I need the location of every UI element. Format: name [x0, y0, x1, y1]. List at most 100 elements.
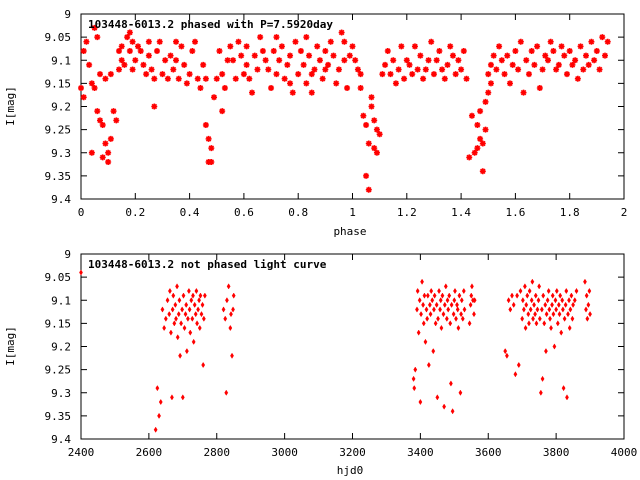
data-point: [447, 43, 454, 50]
data-point: [463, 75, 470, 82]
data-point: [544, 311, 549, 318]
y-tick-label: 9.4: [51, 193, 71, 206]
y-tick-label: 9.35: [45, 170, 72, 183]
data-point: [568, 306, 573, 313]
data-point: [468, 112, 475, 119]
data-point: [154, 48, 161, 54]
y-tick-label: 9.1: [51, 54, 71, 67]
data-point: [295, 71, 302, 78]
data-point: [219, 71, 226, 78]
data-point: [173, 38, 180, 45]
data-point: [172, 320, 177, 327]
data-point: [588, 38, 595, 45]
data-point: [585, 315, 590, 322]
data-point: [398, 43, 405, 50]
x-axis-label: phase: [333, 225, 366, 238]
data-point: [458, 66, 465, 73]
x-tick-label: 3600: [475, 446, 502, 459]
data-point: [173, 57, 180, 64]
data-point: [231, 292, 236, 299]
data-point: [413, 366, 418, 373]
data-point: [151, 103, 158, 110]
data-point: [403, 57, 410, 64]
data-point: [330, 52, 337, 59]
data-point: [533, 292, 538, 299]
data-point: [503, 348, 508, 355]
data-point: [437, 287, 441, 295]
data-point: [265, 66, 272, 73]
data-point: [392, 80, 399, 87]
data-point: [422, 66, 429, 73]
data-point: [456, 324, 461, 332]
data-point: [177, 297, 182, 304]
x-axis-ticks: 0 0.2 0.4 0.6 0.8 1 1.2 1.4 1.6 1.8 2: [78, 14, 627, 219]
data-point: [105, 159, 112, 165]
x-tick-label: 1.8: [560, 206, 580, 219]
data-point: [547, 38, 554, 45]
data-point: [525, 292, 530, 299]
data-point: [469, 292, 474, 299]
data-point: [180, 394, 185, 401]
data-point: [539, 66, 546, 73]
x-tick-label: 1.4: [451, 206, 471, 219]
data-point: [97, 117, 104, 124]
data-point: [574, 75, 581, 82]
data-point: [113, 117, 120, 124]
data-point: [520, 315, 525, 322]
data-point: [526, 311, 531, 318]
data-point: [262, 57, 269, 64]
data-point: [235, 38, 242, 45]
data-point: [449, 380, 453, 387]
data-point: [175, 283, 179, 290]
data-point: [591, 57, 598, 64]
data-point: [160, 306, 165, 313]
data-point: [187, 287, 191, 295]
data-point: [429, 287, 434, 295]
data-point: [354, 66, 361, 73]
data-point: [538, 389, 543, 396]
data-point: [523, 57, 530, 64]
data-point: [544, 57, 551, 64]
data-point: [446, 306, 451, 313]
data-point: [155, 385, 160, 392]
data-point: [550, 301, 554, 308]
x-tick-label: 2400: [68, 446, 95, 459]
data-point: [325, 61, 332, 68]
data-point: [420, 75, 427, 82]
data-point: [180, 306, 185, 313]
data-point: [182, 324, 187, 332]
data-point: [102, 140, 109, 147]
data-point: [452, 297, 457, 304]
data-point: [563, 71, 570, 78]
data-point: [170, 306, 175, 313]
data-point: [190, 315, 195, 322]
data-point: [537, 315, 542, 322]
data-point: [228, 324, 233, 332]
data-point: [333, 80, 340, 87]
data-point: [287, 52, 294, 59]
data-point: [580, 66, 587, 73]
data-point: [135, 43, 142, 50]
data-point: [349, 43, 356, 50]
data-point: [510, 292, 514, 299]
data-point: [482, 98, 489, 105]
y-axis-ticks: 9 9.05 9.1 9.15 9.2 9.25 9.3 9.35 9.4: [45, 248, 624, 446]
chart-title: 103448-6013.2 not phased light curve: [88, 258, 327, 271]
data-point: [168, 287, 172, 295]
data-point: [197, 85, 204, 91]
data-point: [178, 43, 185, 50]
data-point: [303, 34, 310, 41]
data-point: [530, 278, 535, 285]
data-point: [338, 29, 345, 36]
data-point: [368, 94, 375, 101]
data-point: [474, 122, 481, 128]
data-point: [99, 154, 106, 161]
data-point: [176, 311, 181, 318]
data-point: [557, 311, 562, 318]
data-point: [129, 66, 136, 73]
data-point: [555, 61, 562, 68]
data-point: [415, 287, 420, 295]
y-tick-label: 9.05: [45, 31, 72, 44]
data-point: [562, 315, 567, 322]
